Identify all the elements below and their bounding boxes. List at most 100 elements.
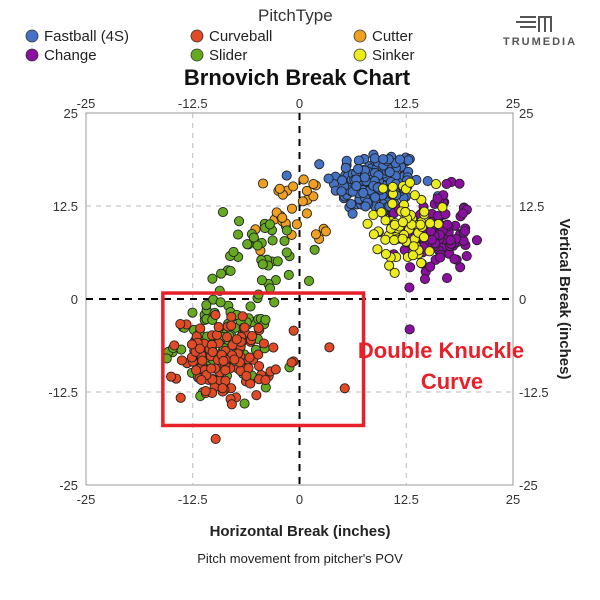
legend-item: Slider <box>190 47 247 64</box>
data-point <box>239 322 250 333</box>
y-tick-label-left: 12.5 <box>53 199 78 214</box>
data-point <box>387 181 398 192</box>
y-tick-label-left: -25 <box>59 478 78 493</box>
data-point <box>201 300 212 311</box>
legend-marker <box>353 48 367 62</box>
data-point <box>206 363 217 374</box>
data-point <box>360 201 371 212</box>
data-points <box>161 149 482 444</box>
data-point <box>358 187 369 198</box>
data-point <box>286 357 297 368</box>
data-point <box>430 178 442 190</box>
data-point <box>407 250 418 261</box>
annotation-box <box>161 291 366 428</box>
data-point <box>264 219 275 230</box>
data-point <box>403 155 414 166</box>
data-point <box>425 261 436 272</box>
y-tick-label-right: 25 <box>519 106 533 121</box>
data-point <box>346 198 357 210</box>
data-point <box>409 190 420 201</box>
y-tick-label-right: -12.5 <box>519 385 549 400</box>
y-tick-label-right: 12.5 <box>519 199 544 214</box>
data-point <box>437 202 448 213</box>
legend-title: PitchType <box>258 6 333 25</box>
data-point <box>336 186 347 197</box>
data-point <box>253 349 264 360</box>
data-point <box>257 259 268 270</box>
data-point <box>460 226 471 237</box>
data-point <box>281 170 292 181</box>
data-point <box>252 240 263 251</box>
data-point <box>380 248 392 260</box>
data-point <box>353 155 364 166</box>
data-point <box>351 181 362 192</box>
data-point <box>298 174 309 185</box>
data-point <box>281 247 292 258</box>
y-tick-label-left: -12.5 <box>48 385 78 400</box>
data-point <box>368 229 379 240</box>
data-point <box>272 256 283 267</box>
legend-item: Change <box>25 47 97 64</box>
legend-marker <box>190 29 204 43</box>
data-point <box>225 265 236 277</box>
data-point <box>268 342 279 353</box>
data-point <box>216 268 227 279</box>
data-point <box>234 216 245 227</box>
x-tick-label-top: 12.5 <box>394 96 419 111</box>
data-point <box>425 218 436 229</box>
data-point <box>226 399 237 410</box>
data-point <box>389 267 400 278</box>
data-point <box>376 207 387 218</box>
data-point <box>404 282 415 293</box>
data-point <box>229 354 240 365</box>
data-point <box>239 398 250 409</box>
legend-marker <box>190 48 204 62</box>
data-point <box>339 383 350 394</box>
data-point <box>166 371 177 382</box>
data-point <box>288 181 299 192</box>
data-point <box>297 196 308 207</box>
data-point <box>433 218 444 230</box>
data-point <box>457 208 468 219</box>
data-point <box>432 193 443 204</box>
data-point <box>217 207 228 218</box>
data-point <box>372 244 383 255</box>
x-tick-label-top: -12.5 <box>178 96 208 111</box>
data-point <box>200 386 211 397</box>
legend-marker <box>353 29 367 43</box>
data-point <box>260 314 271 325</box>
legend-label: Cutter <box>372 28 413 45</box>
data-point <box>454 178 465 189</box>
data-point <box>404 177 416 188</box>
data-point <box>187 307 198 318</box>
data-point <box>226 320 237 331</box>
y-tick-label-left: 25 <box>64 106 78 121</box>
data-point <box>370 192 381 203</box>
data-point <box>270 364 281 375</box>
data-point <box>197 355 208 366</box>
data-point <box>400 206 411 218</box>
data-point <box>215 297 226 308</box>
data-point <box>397 233 408 244</box>
y-tick-label-right: -25 <box>519 478 538 493</box>
data-point <box>253 322 264 334</box>
legend-label: Curveball <box>209 28 272 45</box>
data-point <box>441 178 452 189</box>
x-tick-label-bottom: -25 <box>77 492 96 507</box>
data-point <box>301 185 312 196</box>
data-point <box>169 340 180 351</box>
data-point <box>207 346 218 358</box>
data-point <box>308 191 319 202</box>
legend-item: Sinker <box>353 47 415 64</box>
data-point <box>303 275 315 286</box>
data-point <box>291 219 302 230</box>
data-point <box>384 260 395 271</box>
data-point <box>269 297 280 308</box>
data-point <box>226 311 237 322</box>
data-point <box>320 226 331 237</box>
data-point <box>422 175 433 187</box>
data-point <box>207 273 218 284</box>
data-point <box>404 324 415 335</box>
data-point <box>449 253 460 265</box>
